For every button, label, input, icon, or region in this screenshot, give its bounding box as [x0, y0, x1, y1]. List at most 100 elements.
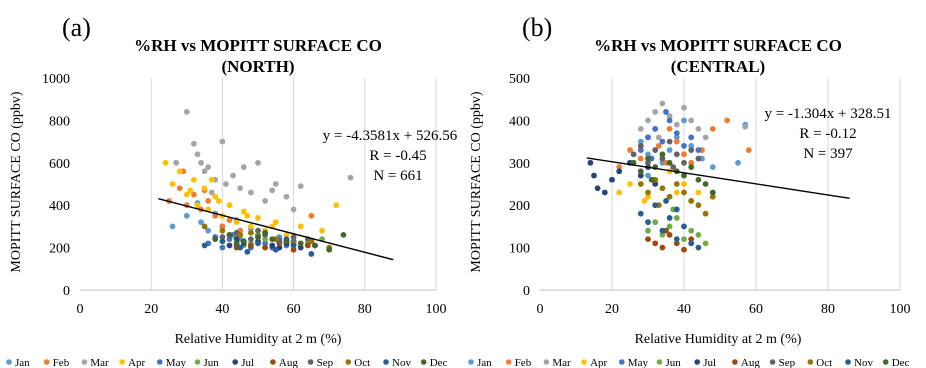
legend-marker-may [619, 359, 625, 365]
data-point-feb [191, 191, 197, 198]
legend-marker-jul [694, 359, 700, 365]
data-point-mar [240, 164, 247, 170]
chart-title-line1: %RH vs MOPITT SURFACE CO [134, 36, 382, 55]
data-point-jun [695, 231, 702, 238]
data-point-sep [652, 147, 659, 153]
data-point-dec [648, 176, 655, 183]
data-point-nov [255, 240, 261, 247]
chart-panel-central: (b) %RH vs MOPITT SURFACE CO (CENTRAL) 0… [469, 13, 911, 347]
data-point-apr [176, 168, 183, 175]
data-point-jan [681, 117, 687, 124]
data-point-nov [695, 244, 702, 251]
legend-label-apr: Apr [128, 357, 145, 368]
data-point-jul [297, 244, 304, 251]
data-point-jun [262, 236, 269, 243]
data-point-apr [162, 159, 169, 166]
data-point-mar [297, 183, 304, 190]
data-point-mar [183, 109, 190, 115]
legend-label-jun: Jun [666, 357, 682, 368]
legend-label-nov: Nov [854, 357, 873, 368]
data-point-mar [219, 138, 226, 145]
data-point-jan [673, 134, 680, 141]
data-point-sep [695, 155, 702, 162]
x-tick-label: 0 [537, 302, 544, 317]
data-point-nov [673, 236, 680, 243]
data-point-sep [688, 147, 695, 153]
trendline [158, 198, 394, 261]
data-point-apr [627, 181, 633, 187]
trendline-path [586, 157, 850, 199]
legend-label-may: May [166, 357, 187, 368]
data-point-sep [666, 138, 673, 145]
data-point-feb [681, 151, 687, 158]
regression-equation: y = -4.3581x + 526.56 [323, 128, 458, 144]
data-point-mar [283, 193, 290, 200]
data-point-aug [688, 236, 695, 243]
data-point-jun [659, 231, 666, 238]
data-point-dec [326, 246, 333, 253]
legend-marker-jul [232, 359, 238, 365]
data-point-nov [290, 242, 297, 249]
data-point-sep [290, 234, 297, 240]
y-tick-label: 500 [509, 72, 530, 87]
data-point-feb [673, 138, 680, 145]
data-point-mar [347, 174, 354, 181]
scatter-points [587, 100, 752, 253]
legend-central: Jan Feb Mar Apr May Jun Jul Aug Sep Oct Nov Dec [468, 357, 910, 368]
legend-marker-feb [43, 359, 50, 365]
data-point-dec [240, 238, 247, 245]
data-point-mar [659, 100, 666, 107]
data-point-mar [272, 181, 279, 187]
data-point-jun [652, 219, 659, 226]
x-tick-label: 20 [605, 302, 619, 317]
data-point-dec [283, 238, 290, 245]
data-point-jul [616, 168, 623, 175]
legend-marker-aug [270, 359, 276, 365]
data-point-mar [666, 113, 673, 120]
data-point-apr [183, 191, 190, 198]
data-point-dec [255, 234, 261, 240]
legend-marker-sep [769, 359, 776, 365]
data-point-may [637, 147, 644, 153]
legend-marker-apr [581, 359, 587, 365]
data-point-aug [673, 240, 680, 247]
data-point-may [666, 117, 673, 124]
data-point-feb [205, 198, 212, 204]
data-point-mar [742, 123, 749, 130]
y-tick-label: 400 [509, 114, 530, 129]
data-point-feb [637, 155, 644, 162]
y-tick-label: 800 [49, 114, 70, 129]
data-point-mar [655, 134, 662, 141]
data-point-mar [255, 159, 261, 166]
legend-marker-apr [119, 359, 125, 365]
data-point-aug [681, 246, 687, 253]
legend-label-feb: Feb [53, 357, 70, 368]
data-point-oct [219, 227, 226, 234]
panel-label: (b) [522, 13, 552, 42]
trendline [586, 157, 850, 199]
data-point-mar [695, 125, 702, 132]
data-point-oct [308, 238, 315, 245]
data-point-jun [673, 215, 680, 221]
data-point-apr [673, 189, 680, 196]
data-point-jan [637, 138, 644, 145]
data-point-jul [226, 242, 233, 249]
legend-label-apr: Apr [590, 357, 607, 368]
data-point-jun [681, 236, 687, 243]
data-point-dec [666, 159, 673, 166]
data-point-dec [681, 172, 687, 179]
data-point-nov [681, 223, 687, 230]
data-point-feb [176, 185, 183, 192]
data-point-sep [681, 159, 687, 166]
data-point-apr [169, 181, 176, 187]
data-point-oct [673, 181, 680, 187]
data-point-may [659, 138, 666, 145]
legend-north: Jan Feb Mar Apr May Jun Jul Aug Sep Oct Nov Dec [6, 357, 448, 368]
legend-label-mar: Mar [552, 357, 571, 368]
legend-marker-jun [656, 359, 663, 365]
data-point-mar [652, 109, 659, 115]
legend-marker-sep [307, 359, 314, 365]
data-point-aug [262, 244, 269, 251]
y-tick-label: 200 [49, 242, 70, 257]
